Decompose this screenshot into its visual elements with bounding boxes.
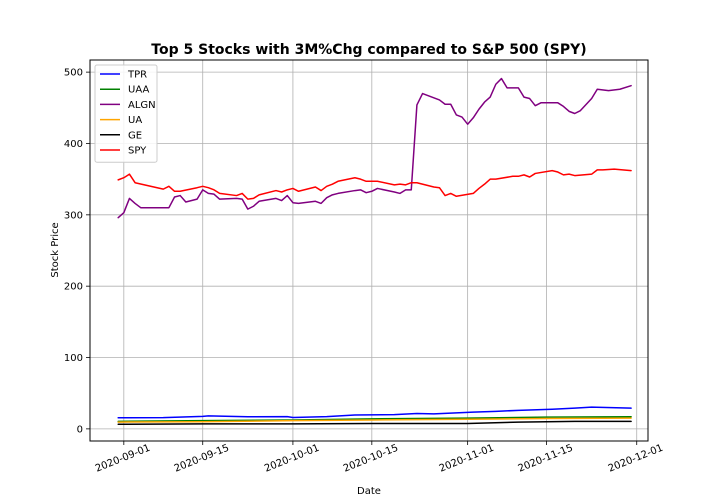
grid xyxy=(90,60,648,441)
y-axis: 0 100 200 300 400 500 xyxy=(64,68,90,435)
series-line-uaa xyxy=(117,415,632,423)
series-line-spy xyxy=(117,168,632,200)
legend-entry: ALGN xyxy=(128,100,156,111)
series-line-tpr xyxy=(117,406,632,419)
legend-entry: GE xyxy=(128,130,142,141)
legend-entry: SPY xyxy=(128,146,147,157)
y-tick-label: 0 xyxy=(77,424,83,435)
y-tick-label: 500 xyxy=(64,68,83,79)
legend-box xyxy=(94,64,158,163)
y-tick-label: 100 xyxy=(64,353,83,364)
y-tick-label: 200 xyxy=(64,282,83,293)
legend-entry: UAA xyxy=(128,85,149,96)
plot-lines xyxy=(117,77,632,425)
x-axis-label: Date xyxy=(357,486,381,497)
plot-frame xyxy=(89,59,649,442)
legend: TPR UAA ALGN UA GE SPY xyxy=(94,64,158,163)
series-line-ge xyxy=(117,420,632,425)
legend-entry: UA xyxy=(128,115,142,126)
chart-title: Top 5 Stocks with 3M%Chg compared to S&P… xyxy=(151,42,586,58)
y-tick-label: 300 xyxy=(64,210,83,221)
series-line-algn xyxy=(117,77,632,219)
legend-entry: TPR xyxy=(127,70,147,81)
y-tick-label: 400 xyxy=(64,139,83,150)
y-axis-label: Stock Price xyxy=(50,222,61,277)
series-line-ua xyxy=(117,417,632,423)
